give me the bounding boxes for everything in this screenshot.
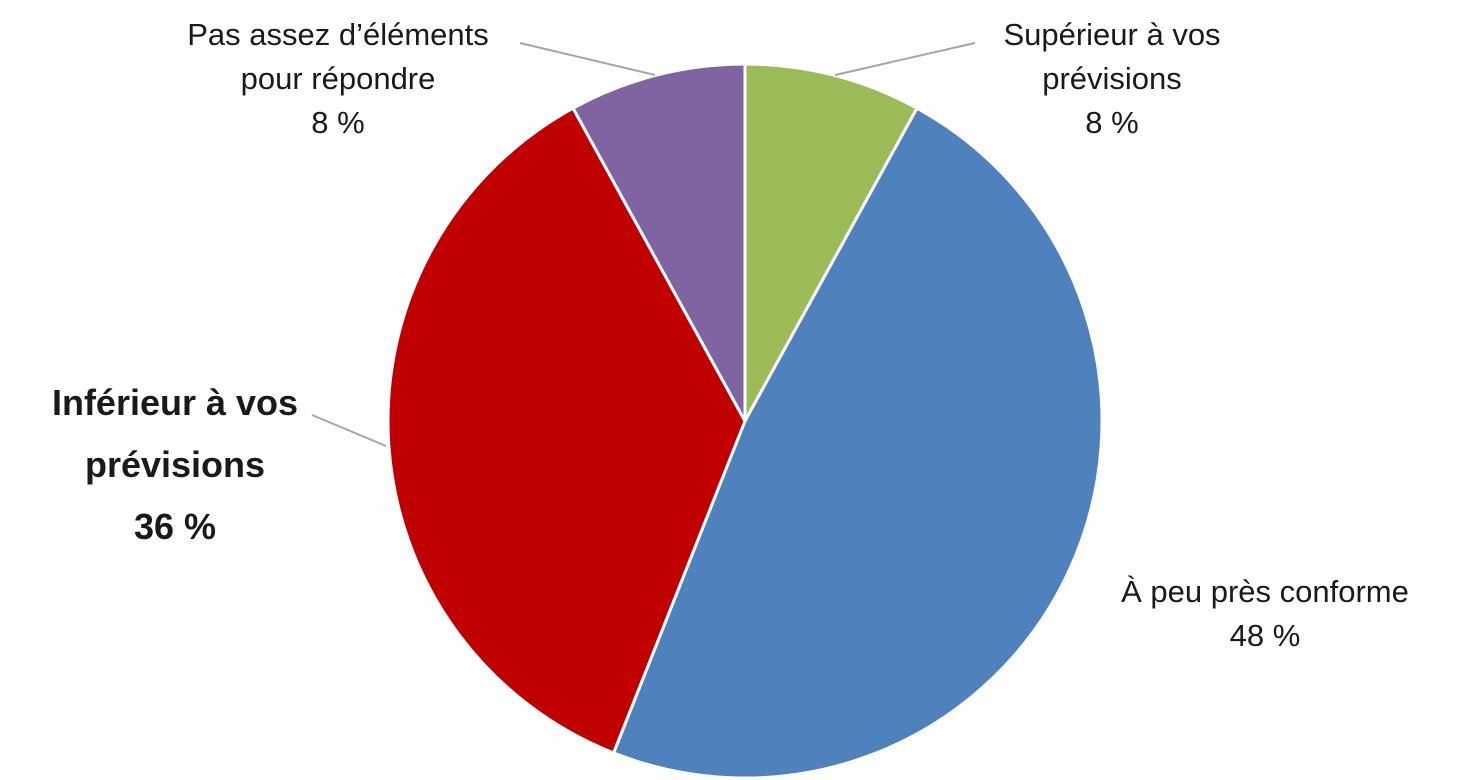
slice-label-line-3-0: Pas assez d’éléments (187, 17, 489, 52)
slice-label-2: Inférieur à vos prévisions 36 % (52, 382, 298, 547)
pie-slice-3 (571, 62, 747, 423)
slice-label-1: À peu près conforme 48 % (1121, 574, 1409, 653)
slice-value-3: 8 % (311, 105, 364, 140)
slice-label-line-3-1: pour répondre (241, 61, 436, 96)
slice-value-1: 48 % (1230, 618, 1301, 653)
slice-label-line-0-1: prévisions (1042, 61, 1182, 96)
slice-label-line-2-1: prévisions (85, 444, 265, 485)
pie-slice-2 (386, 106, 747, 755)
leader-line-0 (834, 42, 976, 76)
slice-label-0: Supérieur à vos prévisions 8 % (1003, 17, 1220, 140)
pie-slice-1 (612, 106, 1104, 780)
leader-line-2 (311, 414, 387, 447)
slices-layer (386, 62, 1104, 780)
slice-label-line-1-0: À peu près conforme (1121, 574, 1409, 609)
slice-label-line-0-0: Supérieur à vos (1003, 17, 1220, 52)
labels-layer: Supérieur à vos prévisions 8 % À peu près c… (52, 17, 1409, 653)
slice-label-line-2-0: Inférieur à vos (52, 382, 298, 423)
slice-label-3: Pas assez d’éléments pour répondre 8 % (187, 17, 489, 140)
leader-line-3 (519, 42, 656, 76)
slice-value-2: 36 % (134, 506, 216, 547)
slice-value-0: 8 % (1085, 105, 1138, 140)
pie-slice-0 (743, 62, 919, 423)
leader-lines-layer (311, 42, 976, 447)
